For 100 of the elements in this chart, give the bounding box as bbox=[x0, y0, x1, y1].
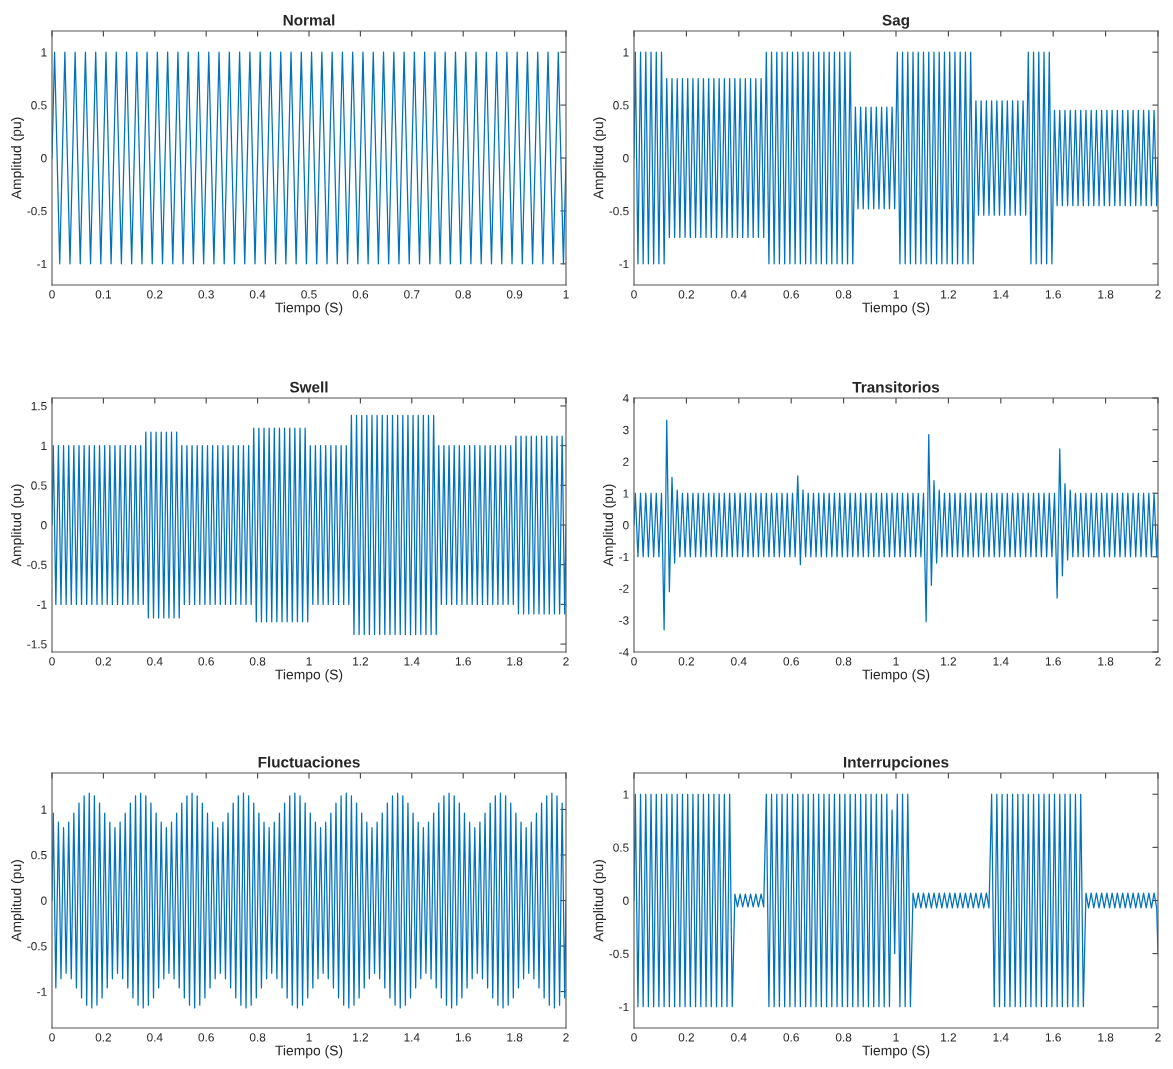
line-series bbox=[634, 51, 1158, 265]
x-tick-label: 1.2 bbox=[941, 290, 957, 299]
x-tick-label: 1.2 bbox=[941, 1033, 957, 1042]
y-tick-label: -0.5 bbox=[609, 206, 629, 216]
x-tick-label: 1.6 bbox=[1045, 1033, 1061, 1042]
x-tick-label: 0.9 bbox=[506, 290, 523, 299]
line-series bbox=[52, 792, 566, 1009]
x-tick-label: 0.2 bbox=[95, 1033, 112, 1042]
x-tick-label: 0.6 bbox=[783, 657, 799, 666]
y-tick-label: 0 bbox=[41, 521, 47, 530]
y-tick-label: 0.5 bbox=[31, 851, 47, 860]
chart-title: Interrupciones bbox=[843, 756, 949, 771]
y-tick-label: -0.5 bbox=[27, 560, 47, 570]
x-tick-label: 0.2 bbox=[678, 290, 695, 299]
line-series bbox=[634, 793, 1158, 1008]
y-tick-label: -1 bbox=[37, 600, 47, 609]
x-tick-label: 0.5 bbox=[301, 290, 317, 299]
x-tick-label: 1.4 bbox=[993, 290, 1009, 299]
x-tick-label: 0.8 bbox=[835, 290, 852, 299]
x-tick-label: 0.3 bbox=[198, 290, 214, 299]
y-tick-label: -1 bbox=[37, 987, 47, 996]
x-tick-label: 0.6 bbox=[198, 1033, 214, 1042]
x-tick-label: 1.8 bbox=[507, 1033, 523, 1042]
y-tick-label: 0.5 bbox=[31, 481, 47, 490]
x-tick-label: 0.6 bbox=[198, 657, 214, 666]
y-tick-label: 0.5 bbox=[31, 101, 47, 110]
chart-title: Transitorios bbox=[852, 381, 940, 393]
y-axis-title: Amplitud (pu) bbox=[593, 860, 607, 942]
chart-title: Normal bbox=[283, 14, 335, 26]
x-tick-label: 1.8 bbox=[1098, 290, 1114, 299]
y-tick-label: 0.5 bbox=[613, 101, 629, 110]
y-tick-label: -1 bbox=[619, 552, 629, 562]
x-tick-label: 1 bbox=[893, 657, 899, 666]
x-tick-label: 1.6 bbox=[455, 1033, 471, 1042]
x-tick-label: 0 bbox=[49, 1033, 55, 1042]
x-tick-label: 0.8 bbox=[249, 657, 266, 666]
y-tick-label: 0 bbox=[623, 521, 629, 530]
x-tick-label: 0.2 bbox=[95, 657, 112, 666]
y-axis-title: Amplitud (pu) bbox=[11, 484, 25, 567]
x-tick-label: 1.4 bbox=[993, 657, 1009, 666]
x-tick-label: 0.7 bbox=[404, 290, 420, 299]
y-tick-label: 1.5 bbox=[31, 402, 47, 411]
y-tick-label: 1 bbox=[623, 489, 629, 498]
y-tick-label: -0.5 bbox=[27, 206, 47, 216]
y-tick-label: 1 bbox=[41, 805, 47, 814]
x-tick-label: 0 bbox=[631, 290, 637, 299]
y-tick-label: -1 bbox=[619, 1002, 629, 1012]
x-tick-label: 0.4 bbox=[731, 290, 747, 299]
x-tick-label: 1.8 bbox=[507, 657, 523, 666]
x-tick-label: 0.6 bbox=[783, 1033, 799, 1042]
y-tick-label: 0 bbox=[41, 154, 47, 163]
x-tick-label: 0.4 bbox=[147, 1033, 163, 1042]
x-tick-label: 0.4 bbox=[147, 657, 163, 666]
x-tick-label: 0.2 bbox=[678, 657, 695, 666]
y-tick-label: 3 bbox=[623, 425, 629, 435]
x-tick-label: 2 bbox=[1155, 657, 1161, 666]
y-tick-label: -4 bbox=[619, 648, 629, 657]
x-tick-label: 0.6 bbox=[352, 290, 369, 299]
x-tick-label: 0.1 bbox=[95, 290, 112, 299]
x-tick-label: 1.4 bbox=[404, 657, 420, 666]
x-tick-label: 1 bbox=[893, 1033, 899, 1042]
x-tick-label: 1.2 bbox=[353, 657, 369, 666]
y-axis-title: Amplitud (pu) bbox=[602, 484, 616, 567]
y-tick-label: 1 bbox=[41, 441, 47, 450]
x-axis-title: Tiempo (S) bbox=[275, 302, 343, 316]
x-tick-label: 1 bbox=[306, 1033, 312, 1042]
x-tick-label: 0.4 bbox=[731, 657, 747, 666]
x-axis-title: Tiempo (S) bbox=[862, 1045, 930, 1059]
x-tick-label: 1.4 bbox=[404, 1033, 420, 1042]
x-axis-title: Tiempo (S) bbox=[862, 302, 930, 316]
y-tick-label: 1 bbox=[623, 790, 629, 799]
y-tick-label: 0 bbox=[41, 896, 47, 905]
y-axis-title: Amplitud (pu) bbox=[11, 117, 25, 200]
x-tick-label: 0 bbox=[631, 657, 637, 666]
x-tick-label: 0 bbox=[49, 290, 55, 299]
y-tick-label: 0.5 bbox=[613, 843, 629, 852]
x-tick-label: 2 bbox=[563, 657, 569, 666]
y-tick-label: -0.5 bbox=[27, 942, 47, 951]
y-tick-label: 4 bbox=[622, 394, 629, 403]
y-tick-label: 0 bbox=[623, 896, 629, 905]
x-tick-label: 1 bbox=[306, 657, 312, 666]
chart-title: Swell bbox=[289, 381, 328, 393]
y-tick-label: 0 bbox=[623, 154, 629, 163]
x-tick-label: 0.2 bbox=[678, 1033, 695, 1042]
y-tick-label: -0.5 bbox=[609, 949, 629, 959]
y-tick-label: 2 bbox=[623, 457, 629, 466]
x-tick-label: 0.4 bbox=[731, 1033, 747, 1042]
x-tick-label: 1.6 bbox=[1045, 657, 1061, 666]
x-tick-label: 0.8 bbox=[835, 657, 852, 666]
x-tick-label: 0.4 bbox=[249, 290, 266, 299]
x-tick-label: 0.2 bbox=[147, 290, 163, 299]
x-tick-label: 1.8 bbox=[1098, 657, 1114, 666]
line-series bbox=[52, 414, 566, 636]
chart-title: Fluctuaciones bbox=[258, 756, 360, 768]
x-tick-label: 1.6 bbox=[455, 657, 471, 666]
y-tick-label: 1 bbox=[41, 48, 47, 57]
x-tick-label: 1.2 bbox=[941, 657, 957, 666]
x-tick-label: 0.8 bbox=[249, 1033, 266, 1042]
x-tick-label: 0.8 bbox=[455, 290, 471, 299]
x-axis-title: Tiempo (S) bbox=[275, 669, 343, 683]
